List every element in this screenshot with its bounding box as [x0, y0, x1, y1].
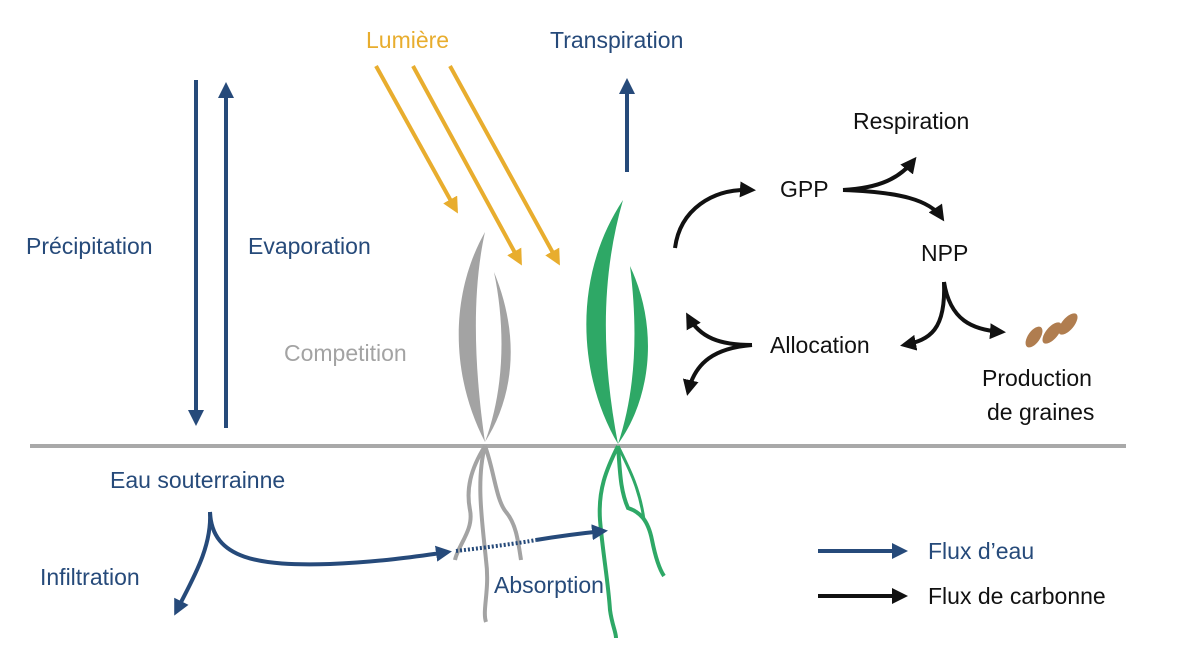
light-arrow-2: [411, 65, 522, 266]
gpp-to-npp-arrow: [842, 188, 945, 222]
gpp-arrow: [673, 181, 756, 249]
evaporation-label: Evaporation: [248, 233, 371, 259]
infiltration-label: Infiltration: [40, 564, 140, 590]
npp-label: NPP: [921, 240, 968, 266]
groundwater-flow-arrow: [208, 511, 452, 567]
respiration-arrow: [842, 156, 917, 192]
precipitation-label: Précipitation: [26, 233, 153, 259]
competitor-plant-icon: [453, 232, 523, 623]
plant-icon: [586, 200, 666, 639]
absorption-label: Absorption: [494, 572, 604, 598]
infiltration-arrow: [174, 511, 213, 616]
npp-to-allocation-arrow: [900, 281, 947, 351]
light-label: Lumière: [366, 27, 449, 53]
allocation-to-belowground-arrow: [682, 343, 753, 396]
absorption-flow-dotted: [455, 538, 537, 553]
transpiration-label: Transpiration: [550, 27, 683, 53]
competition-label: Competition: [284, 340, 407, 366]
seed-production-label-line2: de graines: [987, 399, 1094, 425]
respiration-label: Respiration: [853, 108, 969, 134]
absorption-arrow: [535, 524, 608, 542]
seed-production-label-line1: Production: [982, 365, 1092, 391]
legend-water-label: Flux d’eau: [928, 538, 1034, 564]
seeds-icon: [1025, 313, 1078, 348]
groundwater-label: Eau souterrainne: [110, 467, 285, 493]
allocation-to-aboveground-arrow: [686, 312, 753, 347]
legend-carbon-label: Flux de carbonne: [928, 583, 1106, 609]
gpp-label: GPP: [780, 176, 829, 202]
light-arrow-3: [448, 65, 560, 266]
npp-to-seeds-arrow: [942, 281, 1006, 340]
allocation-label: Allocation: [770, 332, 870, 358]
light-arrow-1: [374, 65, 458, 214]
